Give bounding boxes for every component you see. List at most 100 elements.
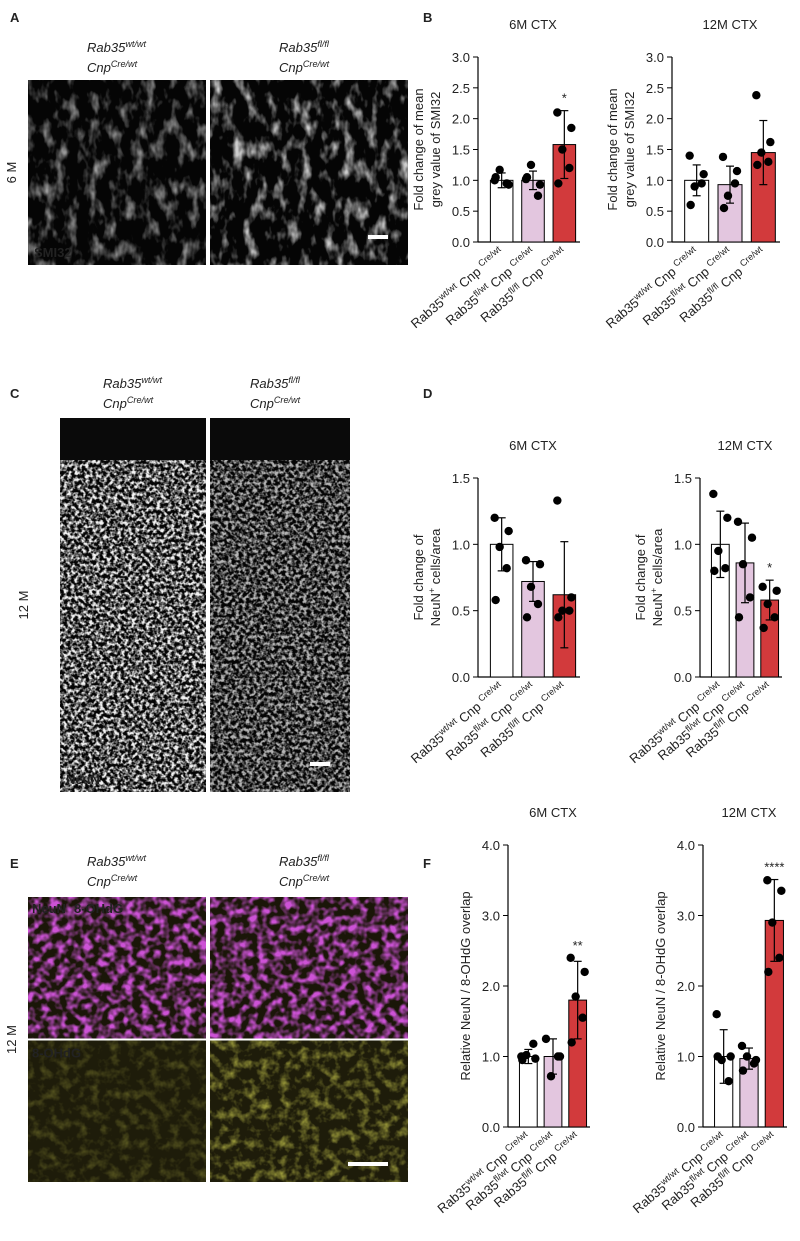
micrograph-texture [210, 897, 408, 1039]
y-axis-label: Relative NeuN / 8-OHdG overlap [653, 891, 668, 1080]
text-segment: Cnp [103, 396, 127, 411]
data-point [554, 613, 563, 622]
y-tick-label: 2.0 [646, 112, 664, 127]
y-tick-label: 4.0 [677, 838, 695, 853]
text-segment: Cre/wt [111, 873, 138, 883]
micrograph-margin [60, 418, 206, 460]
text-segment: Cre/wt [303, 873, 330, 883]
column-label: Rab35fl/fl [279, 853, 330, 869]
data-point [772, 586, 781, 595]
data-point [758, 582, 767, 591]
text-segment: fl/fl [288, 375, 301, 385]
text-segment: Cre/wt [749, 1129, 776, 1154]
row-label: 12 M [4, 1025, 19, 1054]
y-tick-label: 0.5 [674, 604, 692, 619]
micrograph-texture [210, 1040, 408, 1182]
text-segment: + [649, 588, 659, 593]
data-point [495, 165, 504, 175]
y-tick-label: 1.0 [482, 1050, 500, 1065]
column-label: Rab35wt/wt [87, 39, 147, 55]
column-label: CnpCre/wt [279, 59, 330, 75]
text-segment: Cre/wt [539, 679, 566, 704]
data-point [742, 1052, 752, 1061]
y-tick-label: 2.0 [482, 979, 500, 994]
text-segment: Cre/wt [303, 59, 330, 69]
data-point [546, 1072, 556, 1081]
panel-letter: C [10, 386, 20, 401]
data-point [721, 564, 730, 573]
data-point [529, 1039, 538, 1049]
data-point [764, 967, 773, 977]
data-point [504, 526, 513, 536]
scale-bar [348, 1162, 388, 1166]
data-point [491, 173, 500, 182]
text-segment: NeuN [650, 593, 665, 626]
significance: * [767, 560, 772, 575]
chart-title: 12M CTX [703, 17, 758, 32]
text-segment: cells/area [650, 528, 665, 588]
y-tick-label: 2.0 [677, 979, 695, 994]
data-point [749, 1059, 759, 1068]
y-axis-label: Fold change of [411, 534, 426, 620]
y-tick-label: 1.5 [452, 471, 470, 486]
column-label: CnpCre/wt [250, 395, 301, 411]
text-segment: grey value of SMI32 [428, 92, 443, 208]
data-point [558, 145, 567, 154]
text-segment: Cre/wt [508, 244, 535, 269]
y-axis-label: Fold change of mean [411, 88, 426, 210]
significance: * [562, 91, 567, 106]
data-point [558, 606, 567, 615]
data-point [726, 1052, 735, 1061]
data-point [697, 179, 706, 188]
data-point [495, 542, 504, 552]
text-segment: cells/area [428, 528, 443, 588]
y-tick-label: 0.5 [452, 204, 470, 219]
data-point [490, 513, 499, 522]
text-segment: Relative NeuN / 8-OHdG overlap [653, 891, 668, 1080]
data-point [775, 953, 784, 962]
text-segment: Cre/wt [127, 395, 154, 405]
data-point [566, 953, 575, 962]
text-segment: Fold change of [411, 534, 426, 620]
micrograph-margin [210, 418, 350, 460]
bar [489, 179, 514, 243]
y-tick-label: 2.5 [646, 81, 664, 96]
micrograph-texture [210, 418, 350, 792]
text-segment: Cre/wt [738, 244, 765, 269]
y-tick-label: 1.0 [452, 537, 470, 552]
text-segment: Cre/wt [111, 59, 138, 69]
stain-label: SMI32 [34, 245, 72, 260]
stain-label: 8-OHdG [74, 901, 123, 916]
text-segment: Cre/wt [508, 679, 535, 704]
data-point [763, 599, 772, 609]
text-segment: fl/fl [317, 853, 330, 863]
panel-letter: B [423, 10, 432, 25]
panel-letter: A [10, 10, 20, 25]
text-segment: Cnp [87, 874, 111, 889]
data-point [723, 191, 733, 200]
data-point [533, 599, 543, 609]
y-tick-label: 1.0 [674, 537, 692, 552]
scale-bar [310, 762, 330, 766]
panel-letter: E [10, 856, 19, 871]
data-point [567, 123, 576, 133]
column-label: CnpCre/wt [103, 395, 154, 411]
y-tick-label: 0.5 [452, 604, 470, 619]
panel-letter: F [423, 856, 431, 871]
stain-label: NeuN [66, 772, 100, 787]
data-point [723, 513, 732, 522]
text-segment: Cnp [87, 60, 111, 75]
data-point [533, 191, 543, 200]
data-point [535, 180, 545, 189]
data-point [734, 613, 744, 622]
data-point [522, 613, 532, 622]
data-point [526, 160, 536, 170]
y-tick-label: 3.0 [482, 909, 500, 924]
data-point [565, 163, 574, 173]
y-axis-label: grey value of SMI32 [622, 92, 637, 208]
significance: **** [764, 860, 784, 875]
text-segment: wt/wt [125, 39, 146, 49]
y-tick-label: 1.5 [646, 143, 664, 158]
chart-title: 12M CTX [718, 438, 773, 453]
data-point [753, 160, 762, 170]
